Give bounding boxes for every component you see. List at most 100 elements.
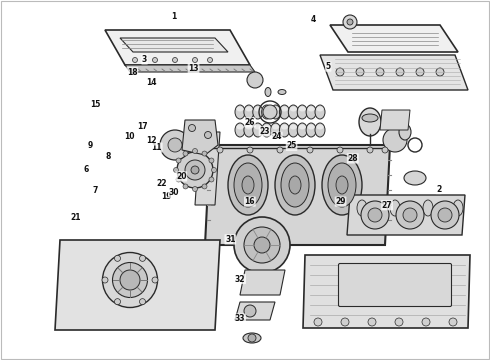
Circle shape — [183, 184, 188, 189]
Ellipse shape — [279, 105, 290, 119]
Ellipse shape — [262, 123, 271, 137]
Ellipse shape — [299, 125, 306, 130]
Circle shape — [234, 217, 290, 273]
Circle shape — [403, 208, 417, 222]
Text: 19: 19 — [161, 192, 172, 201]
Circle shape — [438, 208, 452, 222]
Text: 21: 21 — [71, 213, 81, 222]
Ellipse shape — [243, 333, 261, 343]
Ellipse shape — [453, 200, 463, 216]
Ellipse shape — [237, 107, 244, 112]
Circle shape — [102, 277, 108, 283]
Ellipse shape — [245, 125, 252, 130]
Circle shape — [314, 318, 322, 326]
Ellipse shape — [253, 123, 263, 137]
Text: 17: 17 — [137, 122, 147, 131]
Circle shape — [185, 160, 205, 180]
Ellipse shape — [297, 105, 307, 119]
Circle shape — [337, 147, 343, 153]
Text: 9: 9 — [88, 141, 93, 150]
Ellipse shape — [423, 200, 433, 216]
Ellipse shape — [244, 105, 254, 119]
Circle shape — [361, 201, 389, 229]
Text: 32: 32 — [235, 275, 245, 284]
Circle shape — [176, 177, 181, 182]
Text: 30: 30 — [169, 188, 179, 197]
Text: 18: 18 — [127, 68, 138, 77]
Ellipse shape — [288, 105, 298, 119]
Text: 28: 28 — [347, 154, 358, 163]
Text: 33: 33 — [235, 314, 245, 323]
Circle shape — [416, 68, 424, 76]
Circle shape — [431, 201, 459, 229]
Circle shape — [172, 58, 177, 63]
Ellipse shape — [317, 125, 323, 130]
Circle shape — [168, 138, 182, 152]
Circle shape — [209, 177, 214, 182]
Circle shape — [356, 68, 364, 76]
Circle shape — [132, 58, 138, 63]
Circle shape — [382, 147, 388, 153]
Text: 7: 7 — [93, 186, 98, 195]
Circle shape — [449, 318, 457, 326]
Circle shape — [263, 105, 277, 119]
Polygon shape — [105, 30, 250, 65]
Polygon shape — [330, 25, 458, 52]
Circle shape — [152, 58, 157, 63]
Ellipse shape — [102, 252, 157, 307]
Text: 3: 3 — [142, 55, 147, 64]
Ellipse shape — [279, 123, 290, 137]
Text: 15: 15 — [90, 100, 101, 109]
Ellipse shape — [289, 176, 301, 194]
Circle shape — [247, 147, 253, 153]
Text: 22: 22 — [156, 179, 167, 188]
Ellipse shape — [254, 107, 261, 112]
Polygon shape — [240, 270, 285, 295]
Circle shape — [368, 318, 376, 326]
Text: 4: 4 — [311, 15, 316, 24]
Polygon shape — [303, 255, 470, 328]
Text: 12: 12 — [147, 136, 157, 145]
Text: 27: 27 — [382, 201, 392, 210]
Circle shape — [176, 158, 181, 163]
Ellipse shape — [244, 123, 254, 137]
Text: 25: 25 — [286, 141, 297, 150]
Ellipse shape — [281, 163, 309, 207]
Text: 5: 5 — [326, 62, 331, 71]
Ellipse shape — [254, 125, 261, 130]
Circle shape — [209, 158, 214, 163]
Circle shape — [336, 68, 344, 76]
Polygon shape — [125, 65, 255, 72]
Circle shape — [248, 334, 256, 342]
Text: 23: 23 — [259, 127, 270, 136]
Circle shape — [204, 131, 212, 139]
Circle shape — [217, 147, 223, 153]
Circle shape — [247, 72, 263, 88]
Circle shape — [173, 167, 178, 172]
Text: 31: 31 — [225, 235, 236, 244]
Circle shape — [368, 208, 382, 222]
Circle shape — [347, 19, 353, 25]
Circle shape — [152, 277, 158, 283]
Circle shape — [120, 270, 140, 290]
Polygon shape — [120, 38, 228, 52]
Circle shape — [343, 15, 357, 29]
Circle shape — [307, 147, 313, 153]
Ellipse shape — [278, 90, 286, 95]
Circle shape — [396, 201, 424, 229]
Circle shape — [140, 255, 146, 261]
Text: 8: 8 — [105, 152, 110, 161]
Ellipse shape — [317, 107, 323, 112]
Ellipse shape — [237, 125, 244, 130]
Ellipse shape — [306, 105, 316, 119]
Circle shape — [422, 318, 430, 326]
Circle shape — [193, 149, 197, 153]
Ellipse shape — [290, 107, 297, 112]
Ellipse shape — [113, 262, 147, 297]
Circle shape — [367, 147, 373, 153]
Ellipse shape — [315, 123, 325, 137]
Ellipse shape — [299, 107, 306, 112]
Circle shape — [395, 318, 403, 326]
Ellipse shape — [357, 200, 367, 216]
Ellipse shape — [336, 176, 348, 194]
